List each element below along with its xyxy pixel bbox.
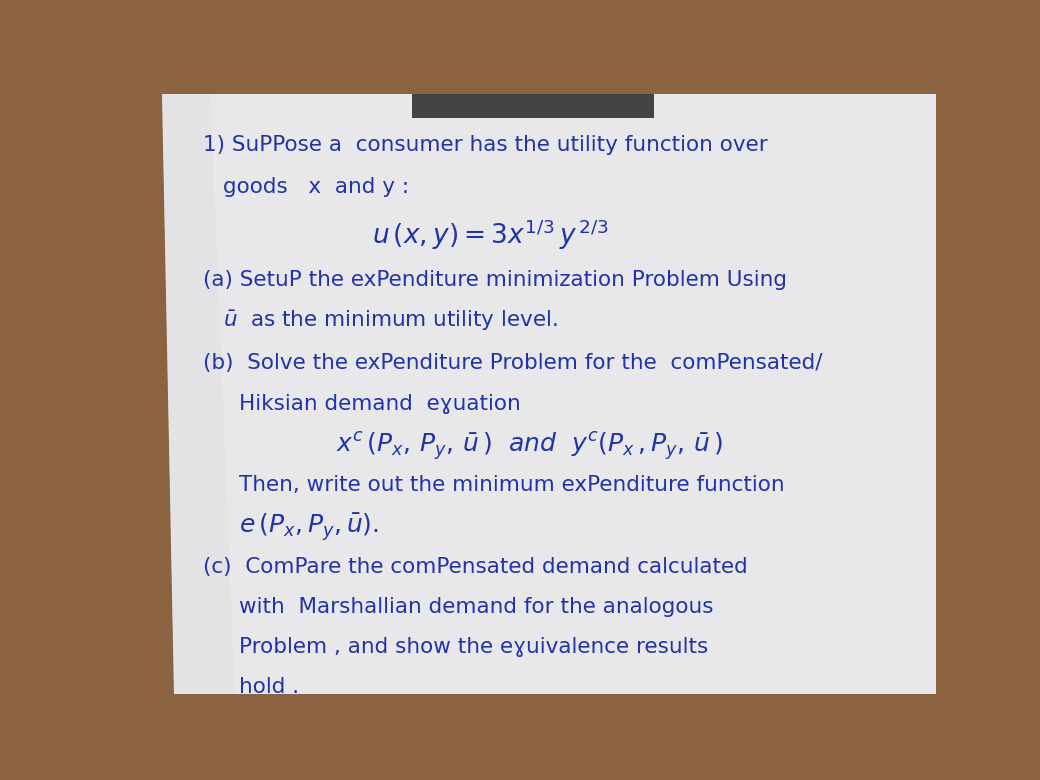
Text: 1) SuPPose a  consumer has the utility function over: 1) SuPPose a consumer has the utility fu… (203, 135, 768, 154)
Polygon shape (412, 94, 654, 118)
Text: Then, write out the minimum exPenditure function: Then, write out the minimum exPenditure … (239, 475, 784, 495)
Text: Problem , and show the eɣuivalence results: Problem , and show the eɣuivalence resul… (239, 637, 708, 658)
Text: $e\,(P_x,P_y,\bar{u}).$: $e\,(P_x,P_y,\bar{u}).$ (239, 512, 379, 543)
Text: (b)  Solve the exPenditure Problem for the  comPensated/: (b) Solve the exPenditure Problem for th… (203, 353, 822, 373)
Text: (a) SetuP the exPenditure minimization Problem Using: (a) SetuP the exPenditure minimization P… (203, 270, 786, 290)
Text: with  Marshallian demand for the analogous: with Marshallian demand for the analogou… (239, 597, 713, 617)
Text: goods   x  and y :: goods x and y : (223, 177, 409, 197)
Polygon shape (162, 94, 235, 694)
Text: $x^c\,(P_x,\,P_y,\,\bar{u}\,)$  and  $y^c(P_x\,,P_y,\,\bar{u}\,)$: $x^c\,(P_x,\,P_y,\,\bar{u}\,)$ and $y^c(… (336, 430, 723, 463)
Polygon shape (162, 94, 936, 694)
Polygon shape (130, 94, 186, 694)
Text: hold .: hold . (239, 677, 298, 697)
Text: (c)  ComPare the comPensated demand calculated: (c) ComPare the comPensated demand calcu… (203, 557, 748, 577)
Text: Hiksian demand  eɣuation: Hiksian demand eɣuation (239, 394, 521, 414)
Text: $u\,(x,y) = 3x^{1/3}\,y^{\,2/3}$: $u\,(x,y) = 3x^{1/3}\,y^{\,2/3}$ (372, 218, 608, 252)
Text: $\bar{u}$  as the minimum utility level.: $\bar{u}$ as the minimum utility level. (223, 308, 557, 333)
